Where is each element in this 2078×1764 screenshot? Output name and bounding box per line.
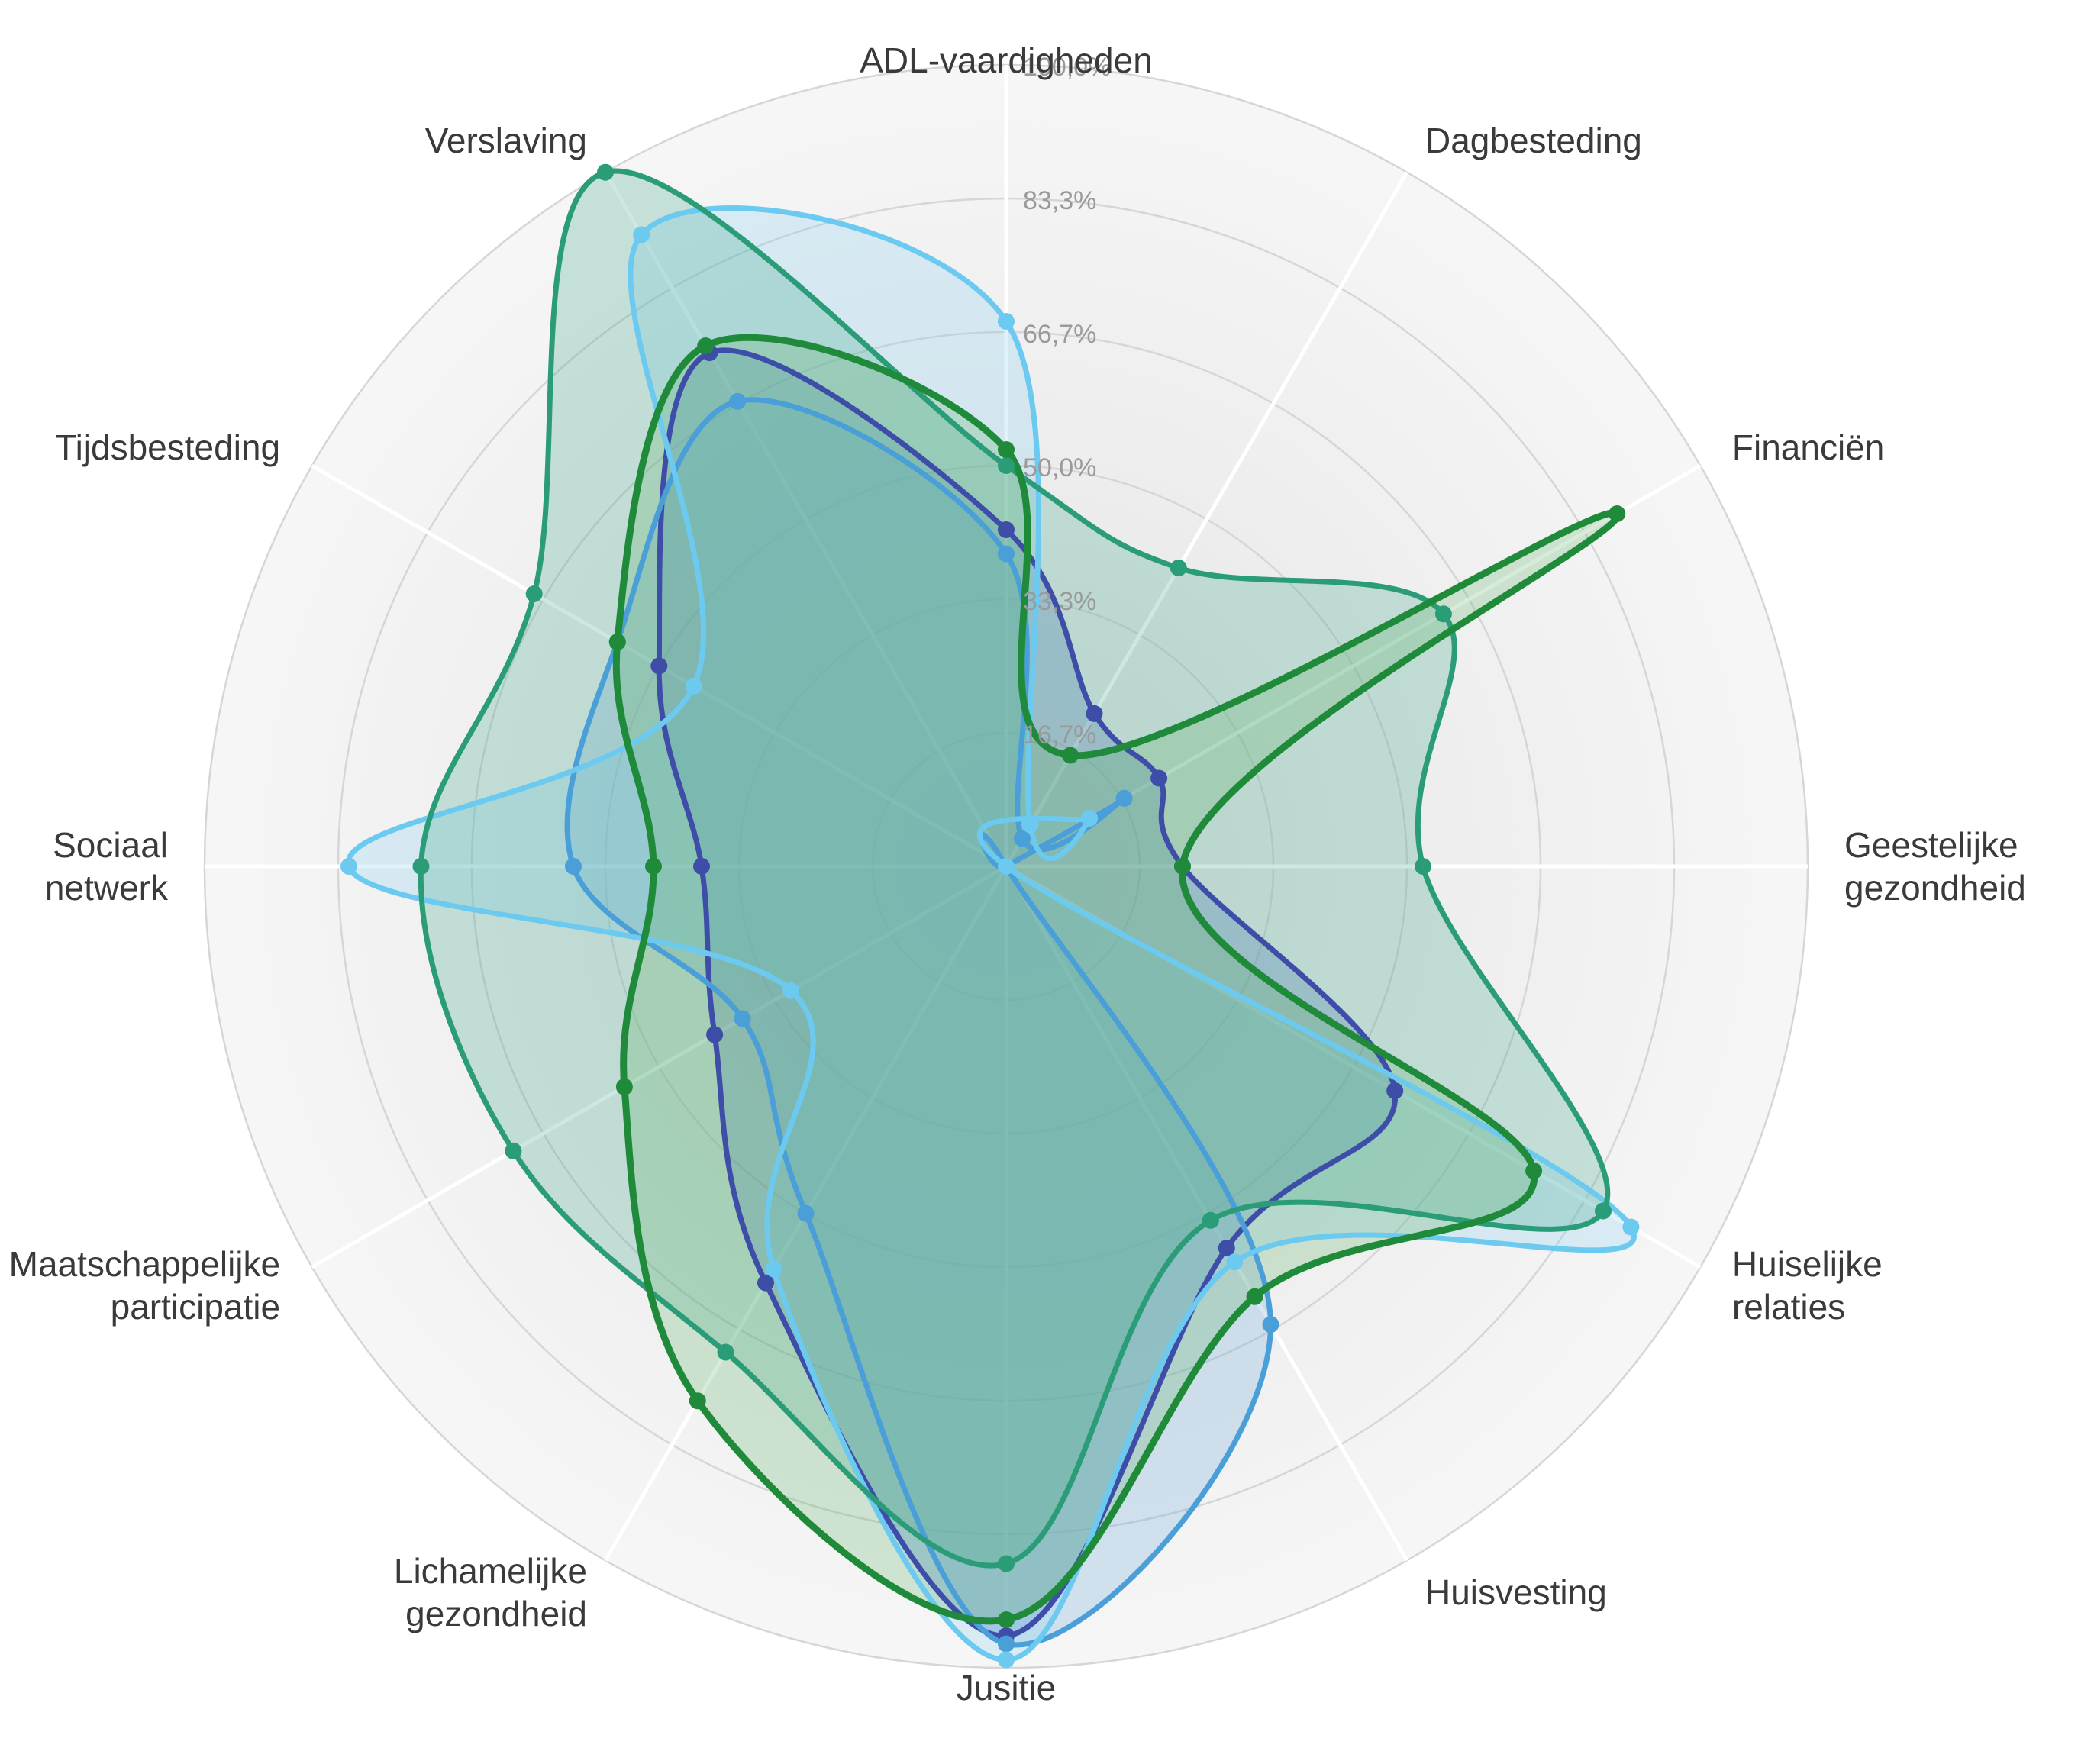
series-line-5 bbox=[612, 334, 1621, 1625]
data-point-1-8 bbox=[757, 1274, 774, 1292]
tick-label: 66,7% bbox=[1023, 320, 1096, 349]
data-point-5-9 bbox=[615, 1078, 633, 1095]
data-point-2-8 bbox=[797, 1204, 815, 1222]
series-area-2 bbox=[567, 399, 1271, 1646]
data-point-3-11 bbox=[685, 677, 702, 695]
data-point-3-3 bbox=[1081, 810, 1099, 827]
tick-label: 100,0% bbox=[1023, 53, 1111, 82]
data-point-3-12 bbox=[633, 226, 650, 243]
series-area-3 bbox=[348, 208, 1634, 1660]
data-point-5-5 bbox=[1525, 1163, 1543, 1179]
data-point-2-1 bbox=[998, 545, 1015, 563]
data-point-2-7 bbox=[998, 1635, 1015, 1653]
data-point-3-7 bbox=[998, 1651, 1015, 1669]
axis-spoke bbox=[603, 171, 1008, 868]
data-point-3-1 bbox=[998, 313, 1015, 330]
data-point-1-11 bbox=[650, 657, 668, 675]
data-point-5-8 bbox=[689, 1392, 706, 1410]
data-point-3-10 bbox=[340, 858, 357, 875]
data-point-5-3 bbox=[1609, 505, 1626, 522]
data-point-3-5 bbox=[1622, 1218, 1640, 1236]
data-point-2-6 bbox=[1262, 1316, 1279, 1333]
axis-label-1: ADL-vaardigheden bbox=[860, 40, 1153, 80]
data-point-4-6 bbox=[1202, 1211, 1219, 1229]
tick-layer: 16,7% 33,3% 50,0% 66,7% 83,3% 100,0% bbox=[1023, 53, 1111, 750]
data-point-4-11 bbox=[525, 585, 543, 602]
data-point-2-12 bbox=[729, 392, 747, 410]
data-point-1-10 bbox=[693, 858, 710, 875]
axis-label-8: Lichamelijke gezondheid bbox=[394, 1551, 587, 1633]
data-point-2-9 bbox=[734, 1010, 751, 1027]
tick-label: 16,7% bbox=[1023, 721, 1096, 750]
data-point-3-4 bbox=[998, 858, 1015, 875]
data-point-4-8 bbox=[717, 1343, 734, 1361]
axis-label-5: Huiselijke relaties bbox=[1732, 1244, 1883, 1327]
axis-label-4: Geestelijke gezondheid bbox=[1844, 825, 2026, 908]
data-point-5-10 bbox=[645, 858, 662, 875]
axis-label-3: Financiën bbox=[1732, 427, 1884, 467]
tick-label: 33,3% bbox=[1023, 587, 1096, 616]
data-point-1-1 bbox=[998, 521, 1015, 538]
data-point-5-11 bbox=[608, 634, 626, 650]
data-point-5-7 bbox=[998, 1611, 1015, 1628]
data-point-5-2 bbox=[1062, 747, 1079, 764]
data-point-1-2 bbox=[1086, 705, 1103, 722]
data-point-4-3 bbox=[1434, 605, 1452, 623]
data-point-4-4 bbox=[1415, 858, 1431, 875]
series-line-1 bbox=[656, 347, 1399, 1639]
data-point-1-6 bbox=[1218, 1240, 1235, 1257]
series-layer bbox=[340, 163, 1640, 1669]
data-point-4-2 bbox=[1170, 560, 1187, 576]
data-point-4-7 bbox=[998, 1555, 1015, 1572]
data-point-2-10 bbox=[565, 858, 582, 875]
label-layer: ADL-vaardigheden Dagbesteding Financiën Gee… bbox=[9, 40, 2026, 1708]
data-point-3-2 bbox=[1021, 816, 1039, 834]
axis-label-6: Huisvesting bbox=[1425, 1572, 1607, 1612]
tick-label: 50,0% bbox=[1023, 453, 1096, 482]
axis-spoke bbox=[311, 864, 1008, 1269]
data-point-1-5 bbox=[1386, 1082, 1404, 1099]
axis-label-9: Maatschappelijke participatie bbox=[9, 1244, 280, 1327]
data-point-3-8 bbox=[765, 1260, 782, 1278]
data-point-1-9 bbox=[706, 1026, 724, 1043]
data-point-5-1 bbox=[998, 441, 1015, 458]
data-point-5-12 bbox=[697, 337, 715, 354]
axis-label-12: Verslaving bbox=[425, 121, 587, 160]
data-point-5-6 bbox=[1246, 1288, 1263, 1305]
axis-label-7: Jusitie bbox=[957, 1668, 1056, 1708]
data-point-3-9 bbox=[782, 982, 800, 999]
axis-label-10: Sociaal netwerk bbox=[45, 825, 169, 908]
tick-label: 83,3% bbox=[1023, 186, 1096, 215]
series-area-5 bbox=[616, 337, 1618, 1621]
axis-label-2: Dagbesteding bbox=[1425, 121, 1642, 160]
data-point-5-4 bbox=[1174, 858, 1191, 875]
data-point-2-2 bbox=[1014, 830, 1031, 847]
data-point-4-1 bbox=[998, 457, 1015, 474]
data-point-1-3 bbox=[1150, 769, 1168, 787]
data-point-2-3 bbox=[1115, 789, 1133, 807]
data-point-4-5 bbox=[1595, 1202, 1612, 1220]
data-point-4-9 bbox=[505, 1142, 522, 1159]
data-point-4-10 bbox=[412, 858, 430, 875]
series-line-4 bbox=[418, 168, 1611, 1569]
axis-label-11: Tijdsbesteding bbox=[55, 427, 280, 467]
data-point-4-12 bbox=[597, 163, 614, 181]
data-point-3-6 bbox=[1226, 1253, 1244, 1271]
